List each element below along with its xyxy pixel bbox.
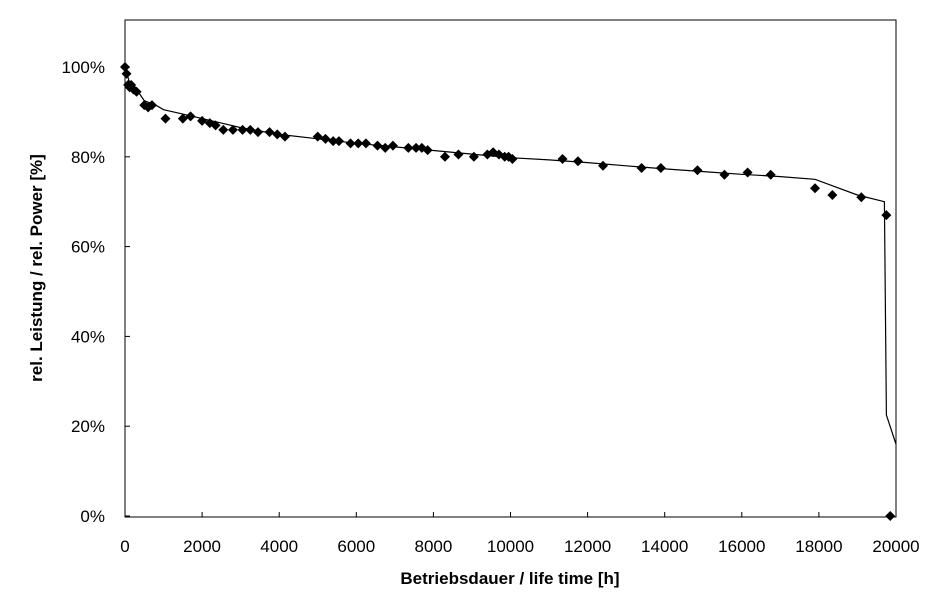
data-point bbox=[765, 169, 776, 180]
x-tick-label: 4000 bbox=[260, 537, 298, 556]
data-point bbox=[121, 68, 132, 79]
data-point bbox=[598, 160, 609, 171]
x-tick-label: 12000 bbox=[564, 537, 611, 556]
y-tick-label: 40% bbox=[71, 327, 105, 346]
x-tick-label: 14000 bbox=[641, 537, 688, 556]
data-point bbox=[387, 140, 398, 151]
data-point bbox=[422, 145, 433, 156]
data-point bbox=[507, 154, 518, 165]
data-point bbox=[372, 140, 383, 151]
plot-area bbox=[124, 19, 897, 518]
data-point bbox=[742, 167, 753, 178]
data-point bbox=[881, 210, 892, 221]
x-axis: 0 2000 4000 6000 8000 10000 12000 14000 16000 180… bbox=[120, 512, 920, 556]
data-point bbox=[403, 142, 414, 153]
data-point bbox=[810, 183, 821, 194]
data-point bbox=[264, 127, 275, 138]
data-point bbox=[237, 124, 248, 135]
data-point bbox=[312, 131, 323, 142]
data-point bbox=[360, 138, 371, 149]
y-tick-label: 100% bbox=[62, 58, 105, 77]
data-point bbox=[252, 127, 263, 138]
data-point bbox=[245, 124, 256, 135]
data-point bbox=[177, 113, 188, 124]
data-point bbox=[719, 169, 730, 180]
data-point bbox=[411, 142, 422, 153]
data-point bbox=[468, 151, 479, 162]
data-point bbox=[328, 136, 339, 147]
data-point bbox=[453, 149, 464, 160]
x-tick-label: 10000 bbox=[487, 537, 534, 556]
data-point bbox=[227, 124, 238, 135]
data-point bbox=[185, 111, 196, 122]
series-layer bbox=[120, 62, 897, 521]
data-point bbox=[692, 165, 703, 176]
y-tick-label: 60% bbox=[71, 238, 105, 257]
y-tick-label: 0% bbox=[80, 507, 105, 526]
data-point bbox=[827, 189, 838, 200]
x-tick-label: 0 bbox=[120, 537, 129, 556]
data-point bbox=[218, 124, 229, 135]
data-point bbox=[655, 163, 666, 174]
data-point bbox=[557, 154, 568, 165]
y-axis-title: rel. Leistung / rel. Power [%] bbox=[27, 154, 46, 382]
data-point bbox=[279, 131, 290, 142]
data-point bbox=[856, 192, 867, 203]
y-tick-label: 80% bbox=[71, 148, 105, 167]
data-point bbox=[272, 129, 283, 140]
y-tick-label: 20% bbox=[71, 417, 105, 436]
x-tick-label: 6000 bbox=[337, 537, 375, 556]
data-point bbox=[120, 62, 130, 72]
x-axis-title: Betriebsdauer / life time [h] bbox=[400, 569, 619, 588]
data-point bbox=[320, 133, 331, 144]
x-tick-label: 16000 bbox=[718, 537, 765, 556]
y-axis: 0% 20% 40% 60% 80% 100% bbox=[62, 58, 130, 526]
data-point bbox=[885, 511, 896, 521]
data-point bbox=[131, 86, 142, 97]
data-point bbox=[160, 113, 171, 124]
data-point bbox=[333, 136, 344, 147]
data-point bbox=[197, 115, 208, 126]
data-point bbox=[353, 138, 364, 149]
trend-line bbox=[124, 66, 897, 445]
x-tick-label: 18000 bbox=[795, 537, 842, 556]
data-point bbox=[345, 138, 356, 149]
data-point bbox=[572, 156, 583, 167]
data-point bbox=[439, 151, 450, 162]
x-tick-label: 8000 bbox=[414, 537, 452, 556]
data-point bbox=[636, 163, 647, 174]
data-point bbox=[210, 120, 221, 131]
x-tick-label: 20000 bbox=[872, 537, 919, 556]
data-point bbox=[146, 100, 157, 111]
data-point bbox=[380, 142, 391, 153]
x-tick-label: 2000 bbox=[183, 537, 221, 556]
